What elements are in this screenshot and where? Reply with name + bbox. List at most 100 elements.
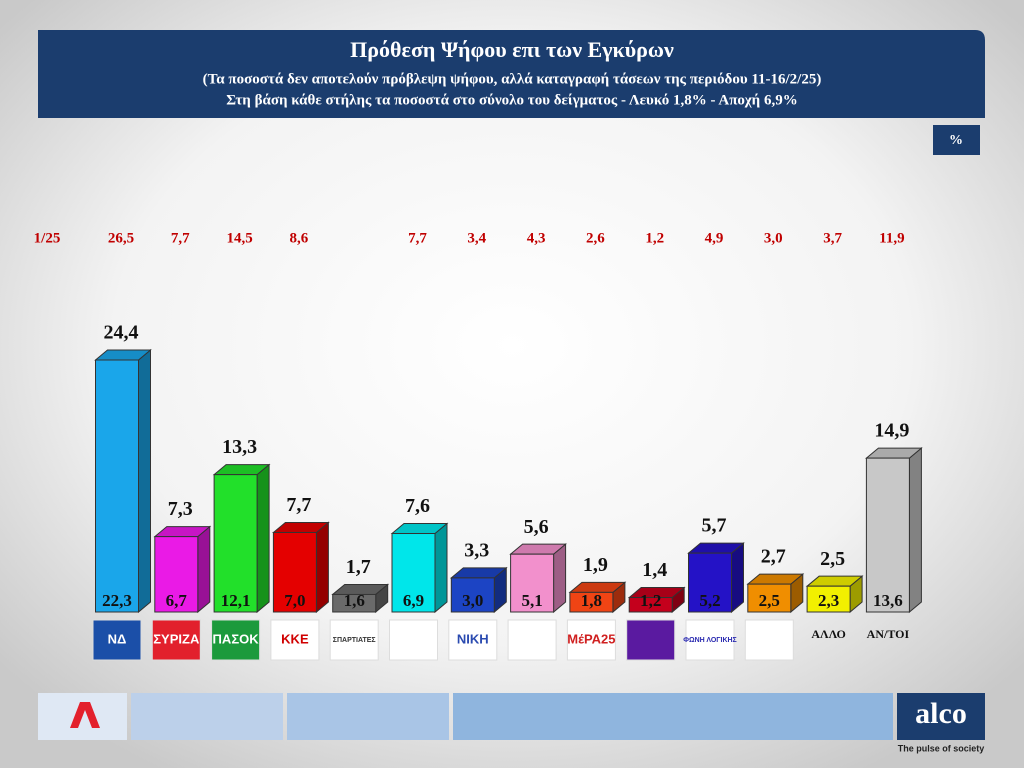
party-logo (685, 619, 735, 661)
bar-side (908, 447, 922, 614)
party-logo (448, 619, 498, 661)
party-logo (566, 619, 616, 661)
bar-side (553, 543, 567, 614)
chart-title: Πρόθεση Ψήφου επι των Εγκύρων (350, 37, 674, 62)
party-logo (329, 619, 379, 661)
bar (806, 585, 851, 613)
party-logo (151, 619, 201, 661)
value-label: 1,9 (583, 554, 608, 576)
bar (332, 593, 377, 613)
party-logo (389, 619, 438, 661)
subtitle: Στη βάση κάθε στήλης τα ποσοστά στο σύνο… (226, 92, 797, 108)
bar (272, 531, 317, 613)
bar-side (197, 525, 211, 614)
bar (628, 597, 673, 613)
party-logo (270, 619, 320, 661)
base-value-label: 2,5 (759, 591, 780, 610)
previous-value: 1,2 (645, 230, 664, 246)
x-tick-label: ΚΚΕ (281, 631, 309, 646)
previous-value: 3,7 (823, 230, 842, 246)
bar (450, 577, 495, 613)
previous-value: 11,9 (879, 230, 904, 246)
unit-box (933, 125, 980, 155)
tagline: The pulse of society (898, 743, 985, 753)
previous-value: 4,9 (705, 230, 724, 246)
value-label: 24,4 (104, 322, 139, 344)
x-tick-label: ΠΑΣΟΚ (213, 631, 260, 646)
party-logo (626, 619, 676, 661)
base-value-label: 5,2 (699, 591, 720, 610)
footer-panel (38, 693, 127, 740)
footer-panel (287, 693, 449, 740)
value-label: 1,4 (642, 559, 667, 581)
base-value-label: 13,6 (873, 591, 903, 610)
bar (154, 536, 199, 613)
value-label: 14,9 (874, 420, 909, 442)
value-label: 7,6 (405, 495, 430, 517)
x-tick-label: ΜέΡΑ25 (567, 631, 615, 646)
bar-side (315, 521, 329, 614)
channel-logo (70, 702, 100, 728)
unit-label: % (949, 133, 963, 148)
x-tick-label: ΣΥΡΙΖΑ (153, 631, 200, 646)
previous-value: 2,6 (586, 230, 605, 246)
value-label: 2,5 (820, 548, 845, 570)
previous-value: 3,4 (467, 230, 486, 246)
bar (391, 533, 436, 613)
brand: alco (915, 697, 967, 730)
bar (95, 359, 139, 613)
bar (688, 552, 732, 613)
x-tick-label: ΦΩΝΗ ΛΟΓΙΚΗΣ (683, 637, 737, 644)
party-logo (507, 619, 557, 661)
previous-value: 14,5 (226, 230, 252, 246)
footer-panel (131, 693, 283, 740)
bar-side (434, 522, 448, 614)
previous-value: 7,7 (408, 230, 427, 246)
value-label: 5,6 (524, 516, 549, 538)
party-logo (211, 619, 261, 661)
party-logo (92, 619, 142, 661)
party-logo (744, 619, 794, 661)
value-label: 3,3 (464, 540, 489, 562)
subtitle: (Τα ποσοστά δεν αποτελούν πρόβλεψη ψήφου… (203, 71, 822, 87)
x-tick-label: ΣΠΑΡΤΙΑΤΕΣ (333, 637, 376, 644)
value-label: 2,7 (761, 546, 786, 568)
title-banner (38, 30, 985, 118)
previous-value: 4,3 (527, 230, 546, 246)
x-tick-label: ΝΔ (108, 631, 127, 646)
previous-value: 7,7 (171, 230, 190, 246)
bar (747, 583, 792, 613)
x-tick-label: ΑΛΛΟ (811, 627, 846, 641)
previous-value: 26,5 (108, 230, 134, 246)
bar-side (138, 348, 151, 614)
bar-side (256, 463, 270, 614)
previous-label: 1/25 (34, 230, 61, 246)
base-value-label: 3,0 (462, 591, 483, 610)
base-value-label: 1,2 (640, 591, 661, 610)
bar (213, 474, 258, 613)
value-label: 13,3 (222, 436, 257, 458)
base-value-label: 5,1 (521, 591, 542, 610)
previous-value: 8,6 (290, 230, 309, 246)
previous-value: 3,0 (764, 230, 783, 246)
base-value-label: 2,3 (818, 591, 839, 610)
value-label: 1,7 (346, 556, 371, 578)
x-tick-label: ΑΝ/ΤΟΙ (867, 627, 910, 641)
x-tick-label: NIKH (457, 631, 489, 646)
bar-side (731, 542, 744, 614)
value-label: 5,7 (702, 515, 727, 537)
footer-panel (453, 693, 893, 740)
base-value-label: 1,8 (581, 591, 602, 610)
brand-box (897, 693, 985, 740)
bar (569, 591, 614, 613)
base-value-label: 12,1 (221, 591, 251, 610)
bar (865, 457, 910, 613)
base-value-label: 22,3 (102, 591, 132, 610)
bar (510, 553, 555, 613)
base-value-label: 7,0 (284, 591, 305, 610)
base-value-label: 1,6 (344, 591, 365, 610)
value-label: 7,7 (286, 494, 311, 516)
base-value-label: 6,9 (403, 591, 424, 610)
value-label: 7,3 (168, 498, 193, 520)
